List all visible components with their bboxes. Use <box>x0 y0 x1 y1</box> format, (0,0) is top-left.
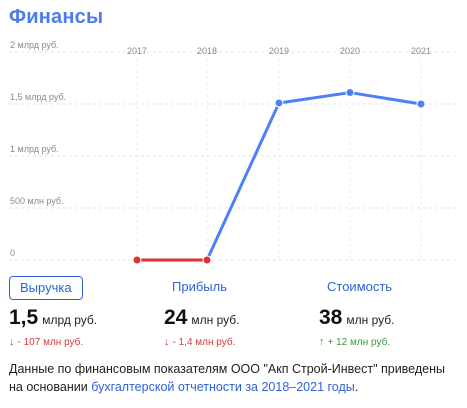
metric-revenue-delta: ↓ - 107 млн руб. <box>9 336 97 348</box>
tab-value[interactable]: Стоимость <box>327 279 393 294</box>
metric-profit-delta-text: - 1,4 млн руб. <box>172 337 236 348</box>
data-point <box>202 255 212 265</box>
series-segment <box>348 91 423 106</box>
arrow-up-icon: ↑ <box>319 336 325 348</box>
tab-profit[interactable]: Прибыль <box>172 279 227 294</box>
metrics-row: 1,5 млрд руб. ↓ - 107 млн руб. 24 млн руб. … <box>0 306 467 352</box>
data-point <box>345 88 355 98</box>
metric-value: 38 млн руб. ↑ + 12 млн руб. <box>319 306 394 348</box>
tab-revenue[interactable]: Выручка <box>9 276 83 300</box>
data-source-note: Данные по финансовым показателям ООО "Ак… <box>9 360 459 396</box>
metric-profit: 24 млн руб. ↓ - 1,4 млн руб. <box>164 306 239 348</box>
data-point <box>416 99 426 109</box>
x-tick-label: 2020 <box>340 46 360 56</box>
data-point <box>274 98 284 108</box>
finance-tabs: Выручка Прибыль Стоимость <box>0 276 467 302</box>
metric-value-delta: ↑ + 12 млн руб. <box>319 336 394 348</box>
series-segment <box>205 101 281 262</box>
series-segment <box>277 91 352 105</box>
revenue-chart: 2 млрд руб. 1,5 млрд руб. 1 млрд руб. 500 м… <box>9 40 458 265</box>
y-tick-label: 1 млрд руб. <box>10 144 59 154</box>
y-tick-label: 1,5 млрд руб. <box>10 92 66 102</box>
y-tick-label: 2 млрд руб. <box>10 40 59 50</box>
arrow-down-icon: ↓ <box>9 336 15 348</box>
metric-profit-delta: ↓ - 1,4 млн руб. <box>164 336 239 348</box>
metric-revenue-unit: млрд руб. <box>42 313 98 327</box>
arrow-down-icon: ↓ <box>164 336 170 348</box>
x-tick-label: 2017 <box>127 46 147 56</box>
metric-revenue: 1,5 млрд руб. ↓ - 107 млн руб. <box>9 306 97 348</box>
metric-value-value: 38 <box>319 306 343 329</box>
metric-revenue-delta-text: - 107 млн руб. <box>17 337 84 348</box>
x-tick-label: 2021 <box>411 46 431 56</box>
metric-revenue-value: 1,5 <box>9 306 39 329</box>
x-tick-label: 2018 <box>197 46 217 56</box>
accounting-reports-link[interactable]: бухгалтерской отчетности за 2018–2021 го… <box>91 380 355 394</box>
note-end: . <box>354 380 359 394</box>
note-text: Данные по финансовым показателям ООО "Ак… <box>9 362 445 394</box>
y-tick-label: 0 <box>10 248 15 258</box>
metric-profit-value: 24 <box>164 306 188 329</box>
x-tick-label: 2019 <box>269 46 289 56</box>
metric-value-unit: млн руб. <box>346 313 395 327</box>
page-title: Финансы <box>9 6 104 28</box>
metric-value-delta-text: + 12 млн руб. <box>327 337 391 348</box>
y-tick-label: 500 млн руб. <box>10 196 64 206</box>
metric-profit-unit: млн руб. <box>191 313 240 327</box>
data-point <box>132 255 142 265</box>
